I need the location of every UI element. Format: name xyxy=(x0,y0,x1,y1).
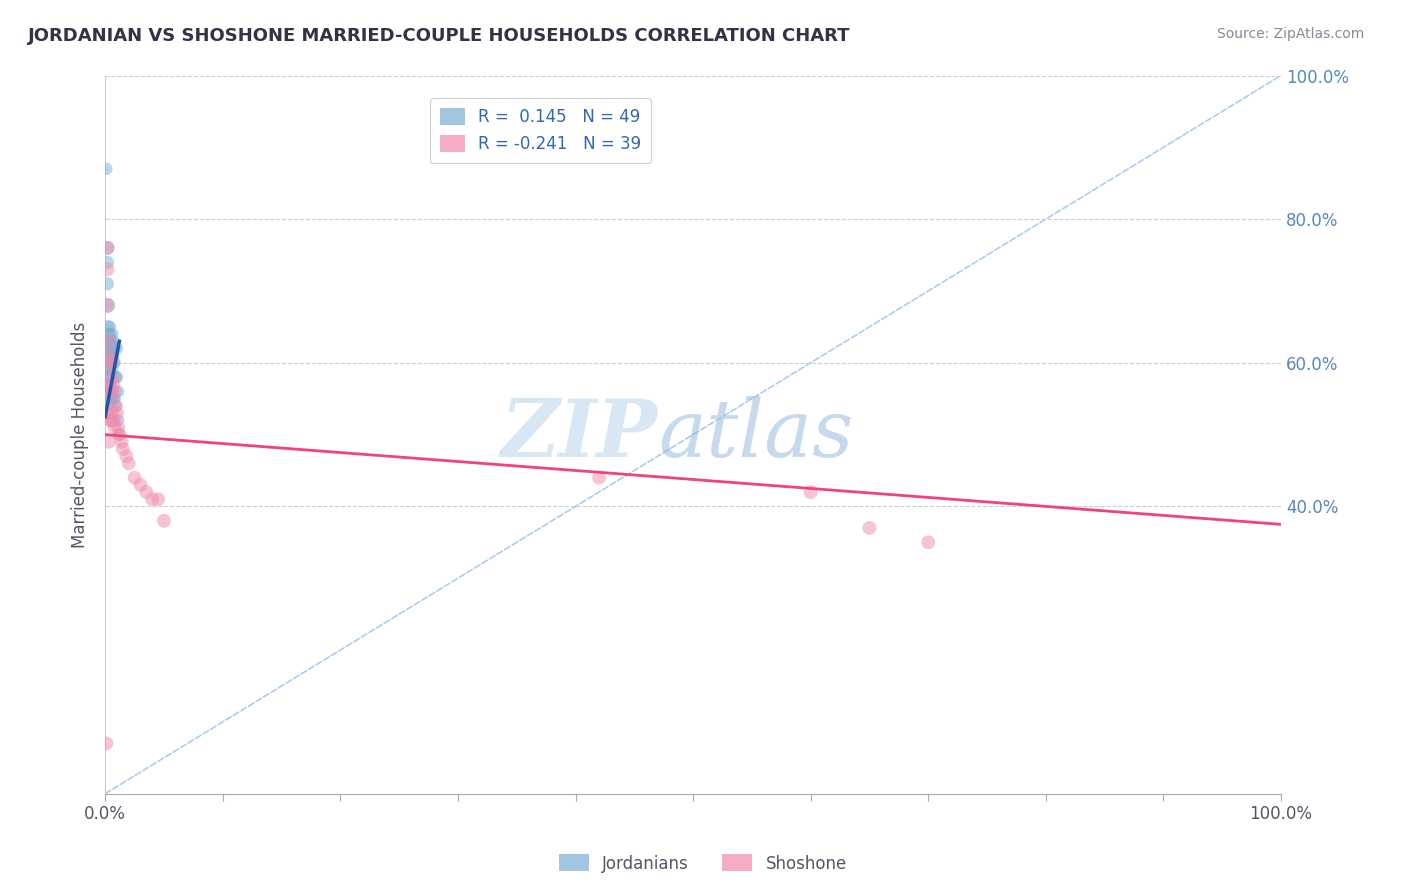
Point xyxy=(97,406,120,420)
Point xyxy=(100,384,122,399)
Y-axis label: Married-couple Households: Married-couple Households xyxy=(72,321,89,548)
Point xyxy=(124,471,146,485)
Point xyxy=(98,327,121,342)
Point xyxy=(100,334,122,349)
Point xyxy=(100,356,122,370)
Point xyxy=(107,413,129,427)
Point xyxy=(800,485,823,500)
Point xyxy=(98,377,121,392)
Point xyxy=(97,356,120,370)
Point xyxy=(97,349,120,363)
Point xyxy=(98,363,121,377)
Point xyxy=(108,427,131,442)
Point xyxy=(135,485,157,500)
Point xyxy=(101,384,124,399)
Point xyxy=(100,342,122,356)
Text: atlas: atlas xyxy=(658,396,853,474)
Point xyxy=(588,471,610,485)
Point xyxy=(98,349,121,363)
Point xyxy=(97,377,120,392)
Point xyxy=(100,413,122,427)
Point xyxy=(96,161,118,176)
Point xyxy=(97,334,120,349)
Point xyxy=(97,298,120,312)
Point xyxy=(97,327,120,342)
Point xyxy=(98,377,121,392)
Point xyxy=(97,370,120,384)
Point xyxy=(97,334,120,349)
Point xyxy=(101,406,124,420)
Point xyxy=(97,255,120,269)
Point xyxy=(101,363,124,377)
Point xyxy=(108,427,131,442)
Point xyxy=(97,319,120,334)
Point xyxy=(104,342,127,356)
Point xyxy=(98,334,121,349)
Point xyxy=(97,334,120,349)
Point xyxy=(917,535,939,549)
Point xyxy=(104,399,127,413)
Legend: R =  0.145   N = 49, R = -0.241   N = 39: R = 0.145 N = 49, R = -0.241 N = 39 xyxy=(429,98,651,163)
Point xyxy=(111,434,134,449)
Point xyxy=(115,449,138,463)
Point xyxy=(107,420,129,434)
Point xyxy=(104,392,127,406)
Point xyxy=(98,349,121,363)
Point xyxy=(104,356,127,370)
Point xyxy=(98,319,121,334)
Point xyxy=(97,370,120,384)
Point xyxy=(97,434,120,449)
Point xyxy=(101,327,124,342)
Point xyxy=(103,349,125,363)
Point xyxy=(101,342,124,356)
Point xyxy=(97,241,120,255)
Point xyxy=(97,363,120,377)
Point xyxy=(101,370,124,384)
Point xyxy=(97,262,120,277)
Point xyxy=(96,736,118,750)
Point xyxy=(103,413,125,427)
Legend: Jordanians, Shoshone: Jordanians, Shoshone xyxy=(553,847,853,880)
Point xyxy=(100,356,122,370)
Point xyxy=(97,298,120,312)
Point xyxy=(858,521,880,535)
Point xyxy=(97,277,120,291)
Text: Source: ZipAtlas.com: Source: ZipAtlas.com xyxy=(1216,27,1364,41)
Point xyxy=(103,377,125,392)
Point xyxy=(97,384,120,399)
Point xyxy=(105,370,128,384)
Point xyxy=(111,442,134,456)
Point xyxy=(103,356,125,370)
Point xyxy=(97,342,120,356)
Point xyxy=(104,420,127,434)
Point xyxy=(97,392,120,406)
Point xyxy=(98,413,121,427)
Point xyxy=(97,241,120,255)
Point xyxy=(104,399,127,413)
Point xyxy=(118,456,141,470)
Point xyxy=(153,514,176,528)
Point xyxy=(97,356,120,370)
Point xyxy=(129,478,152,492)
Point xyxy=(97,399,120,413)
Text: JORDANIAN VS SHOSHONE MARRIED-COUPLE HOUSEHOLDS CORRELATION CHART: JORDANIAN VS SHOSHONE MARRIED-COUPLE HOU… xyxy=(28,27,851,45)
Point xyxy=(97,349,120,363)
Point xyxy=(104,384,127,399)
Point xyxy=(103,334,125,349)
Point xyxy=(104,370,127,384)
Point xyxy=(103,392,125,406)
Point xyxy=(100,392,122,406)
Point xyxy=(105,406,128,420)
Point xyxy=(141,492,163,507)
Point xyxy=(146,492,169,507)
Point xyxy=(97,384,120,399)
Text: ZIP: ZIP xyxy=(501,396,658,474)
Point xyxy=(107,384,129,399)
Point xyxy=(105,342,128,356)
Point xyxy=(97,384,120,399)
